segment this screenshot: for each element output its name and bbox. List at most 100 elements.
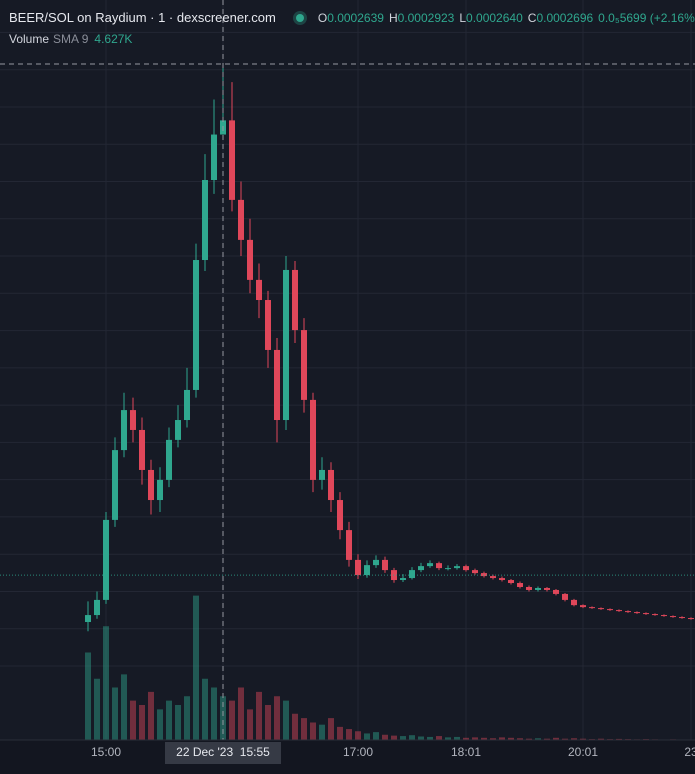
candle-body bbox=[679, 617, 685, 619]
candle-body bbox=[670, 616, 676, 618]
sma-label: SMA 9 bbox=[53, 32, 89, 46]
x-tick-label: 18:01 bbox=[451, 745, 481, 759]
legend-key: H bbox=[388, 11, 398, 25]
volume-bar bbox=[139, 705, 145, 740]
candle-body bbox=[337, 500, 343, 531]
candle-body bbox=[148, 469, 154, 501]
candle-body bbox=[310, 399, 316, 480]
candle-body bbox=[229, 120, 235, 200]
volume-bar bbox=[571, 738, 577, 740]
candle-body bbox=[301, 330, 307, 400]
volume-bar bbox=[85, 652, 91, 740]
candle-body bbox=[400, 578, 406, 581]
volume-bar bbox=[544, 738, 550, 740]
volume-bar bbox=[391, 735, 397, 740]
candle-body bbox=[139, 429, 145, 470]
candle-body bbox=[643, 613, 649, 615]
candle-body bbox=[553, 589, 559, 594]
volume-bar bbox=[445, 737, 451, 740]
volume-bar bbox=[211, 687, 217, 740]
candle-body bbox=[202, 180, 208, 261]
candle-body bbox=[112, 450, 118, 520]
candle-body bbox=[211, 134, 217, 181]
symbol-title: BEER/SOL on Raydium · 1 · dexscreener.co… bbox=[9, 10, 276, 25]
candle-body bbox=[364, 565, 370, 576]
volume-bar bbox=[193, 595, 199, 740]
legend-value: 0.0002696 bbox=[536, 11, 594, 25]
legend-value: 0.0002923 bbox=[397, 11, 455, 25]
candle-body bbox=[265, 300, 271, 350]
legend-key: L bbox=[459, 11, 467, 25]
volume-bar bbox=[526, 738, 532, 740]
candle-body bbox=[526, 586, 532, 590]
volume-bar bbox=[562, 738, 568, 740]
x-tick-label: 15:00 bbox=[91, 745, 121, 759]
candle-body bbox=[256, 279, 262, 301]
chart-header: BEER/SOL on Raydium · 1 · dexscreener.co… bbox=[9, 10, 695, 25]
candle-body bbox=[355, 559, 361, 576]
volume-bar bbox=[175, 705, 181, 740]
candle-body bbox=[607, 609, 613, 611]
legend-key: O bbox=[317, 11, 328, 25]
volume-bar bbox=[103, 626, 109, 740]
volume-bar bbox=[616, 738, 622, 740]
candle-body bbox=[688, 618, 694, 620]
volume-bar bbox=[382, 734, 388, 740]
legend-value: 0.0002639 bbox=[327, 11, 384, 25]
volume-bar bbox=[463, 737, 469, 740]
candle-body bbox=[499, 578, 505, 581]
volume-bar bbox=[364, 733, 370, 740]
volume-bar bbox=[310, 722, 316, 740]
volume-bar bbox=[301, 718, 307, 740]
crosshair-label-box bbox=[165, 742, 281, 764]
volume-bar bbox=[130, 700, 136, 740]
candle-body bbox=[661, 615, 667, 617]
candle-body bbox=[130, 410, 136, 430]
volume-bar bbox=[238, 687, 244, 740]
candle-body bbox=[634, 612, 640, 614]
candle-body bbox=[283, 269, 289, 421]
candle-body bbox=[598, 608, 604, 610]
volume-bar bbox=[418, 736, 424, 740]
volume-bar bbox=[256, 691, 262, 740]
volume-bar bbox=[94, 678, 100, 740]
volume-bar bbox=[454, 736, 460, 740]
legend-value: 0.0002640 bbox=[466, 11, 523, 25]
volume-bar bbox=[436, 736, 442, 740]
candle-body bbox=[544, 587, 550, 590]
volume-bar bbox=[166, 700, 172, 740]
volume-bar bbox=[274, 696, 280, 740]
candle-body bbox=[508, 580, 514, 584]
volume-bar bbox=[229, 700, 235, 740]
candle-body bbox=[382, 559, 388, 571]
x-tick-label: 17:00 bbox=[343, 745, 373, 759]
volume-bar bbox=[184, 696, 190, 740]
candle-body bbox=[328, 469, 334, 501]
volume-label: Volume bbox=[9, 32, 50, 46]
candle-body bbox=[292, 269, 298, 331]
volume-bar bbox=[373, 732, 379, 740]
candle-body bbox=[85, 615, 91, 623]
volume-bar bbox=[499, 737, 505, 740]
volume-bar bbox=[580, 738, 586, 740]
candle-body bbox=[121, 410, 127, 451]
candle-body bbox=[409, 570, 415, 579]
volume-bar bbox=[535, 738, 541, 740]
candle-body bbox=[193, 260, 199, 390]
candle-body bbox=[157, 479, 163, 501]
candle-body bbox=[445, 568, 451, 570]
volume-bar bbox=[157, 709, 163, 740]
candle-body bbox=[562, 593, 568, 600]
volume-bar bbox=[121, 674, 127, 740]
candle-body bbox=[652, 614, 658, 616]
x-tick-label: 20:01 bbox=[568, 745, 598, 759]
volume-bar bbox=[517, 738, 523, 740]
candle-body bbox=[175, 420, 181, 440]
volume-bar bbox=[220, 696, 226, 740]
candle-body bbox=[373, 559, 379, 566]
crosshair-label: 22 Dec '23 15:55 bbox=[176, 745, 270, 759]
volume-bar bbox=[265, 705, 271, 740]
